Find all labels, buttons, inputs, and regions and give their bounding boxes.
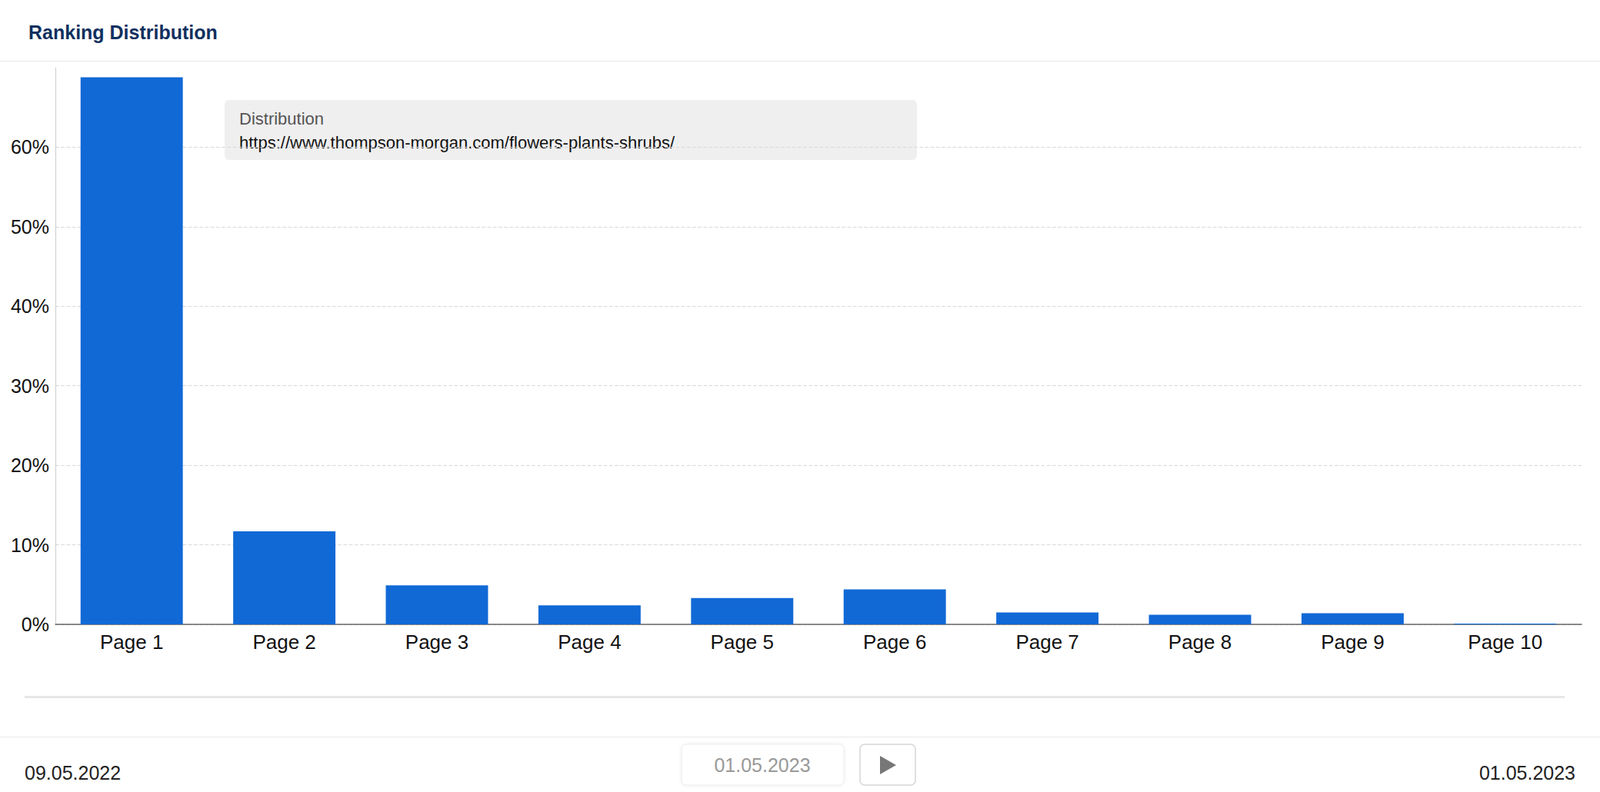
svg-text:Page 9: Page 9	[1320, 630, 1384, 654]
svg-text:Page 3: Page 3	[405, 630, 469, 654]
svg-text:09.05.2022: 09.05.2022	[24, 762, 121, 784]
svg-text:Page 8: Page 8	[1168, 630, 1232, 654]
svg-text:Page 6: Page 6	[863, 630, 927, 654]
svg-text:0%: 0%	[21, 613, 50, 636]
svg-text:Page 4: Page 4	[557, 630, 621, 654]
svg-text:Page 1: Page 1	[100, 630, 164, 654]
svg-text:Page 7: Page 7	[1015, 630, 1079, 654]
svg-text:10%: 10%	[10, 534, 50, 557]
svg-text:01.05.2023: 01.05.2023	[713, 754, 810, 777]
svg-text:20%: 20%	[10, 454, 50, 477]
svg-text:30%: 30%	[10, 375, 50, 397]
svg-text:Distribution: Distribution	[239, 109, 324, 129]
svg-text:Page 2: Page 2	[252, 630, 316, 654]
svg-text:https://www.thompson-morgan.co: https://www.thompson-morgan.com/flowers-…	[239, 133, 676, 153]
svg-text:Ranking Distribution: Ranking Distribution	[28, 21, 218, 44]
svg-text:Page 5: Page 5	[710, 630, 774, 654]
svg-text:Page 10: Page 10	[1467, 630, 1543, 654]
svg-text:60%: 60%	[10, 136, 50, 158]
svg-text:40%: 40%	[10, 295, 50, 317]
svg-text:50%: 50%	[10, 216, 50, 238]
svg-text:01.05.2023: 01.05.2023	[1479, 762, 1576, 784]
